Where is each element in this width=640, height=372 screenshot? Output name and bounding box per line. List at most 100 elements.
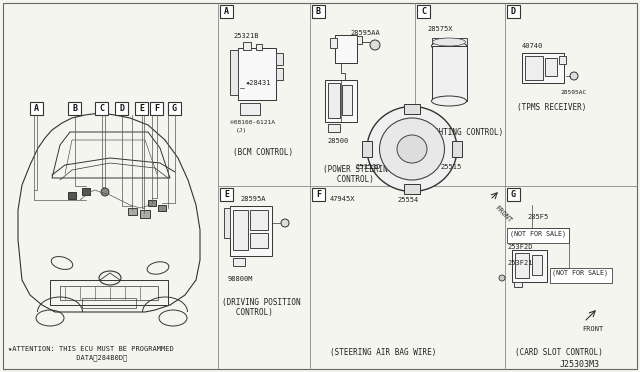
- Bar: [357, 36, 362, 44]
- Text: 253F2D: 253F2D: [507, 244, 532, 250]
- Text: 47945X: 47945X: [330, 196, 355, 202]
- Bar: [50, 280, 168, 305]
- Bar: [330, 38, 337, 48]
- Bar: [559, 56, 566, 64]
- Bar: [148, 200, 156, 206]
- Ellipse shape: [380, 118, 445, 180]
- Bar: [243, 42, 251, 50]
- Bar: [276, 53, 283, 65]
- Bar: [328, 83, 340, 118]
- Text: ★ATTENTION: THIS ECU MUST BE PROGRAMMED
     DATA（284B0D）: ★ATTENTION: THIS ECU MUST BE PROGRAMMED …: [8, 346, 173, 360]
- Bar: [507, 5, 520, 18]
- Bar: [256, 44, 262, 50]
- Text: J25303M3: J25303M3: [560, 360, 600, 369]
- Ellipse shape: [397, 135, 427, 163]
- Text: A: A: [34, 104, 39, 113]
- Bar: [224, 208, 230, 238]
- Text: 285F5: 285F5: [527, 214, 548, 220]
- Circle shape: [570, 72, 578, 80]
- Text: E: E: [139, 104, 144, 113]
- Bar: [335, 35, 357, 63]
- Bar: [158, 205, 166, 211]
- Ellipse shape: [433, 38, 465, 46]
- Bar: [362, 141, 372, 157]
- Bar: [507, 188, 520, 201]
- Bar: [115, 102, 128, 115]
- Text: 253F21: 253F21: [507, 260, 532, 266]
- Text: B: B: [72, 104, 77, 113]
- Text: (LIGHTING CONTROL): (LIGHTING CONTROL): [420, 128, 503, 137]
- Text: F: F: [316, 190, 321, 199]
- Text: 28595AC: 28595AC: [560, 90, 586, 95]
- Bar: [512, 250, 547, 282]
- Ellipse shape: [431, 96, 467, 106]
- Circle shape: [370, 40, 380, 50]
- Bar: [545, 58, 557, 76]
- Text: G: G: [172, 104, 177, 113]
- Bar: [250, 233, 268, 248]
- Text: (NOT FOR SALE): (NOT FOR SALE): [552, 270, 608, 276]
- Bar: [150, 102, 163, 115]
- Text: 28575X: 28575X: [427, 26, 452, 32]
- Text: (DRIVING POSITION
   CONTROL): (DRIVING POSITION CONTROL): [222, 298, 301, 317]
- Text: (STEERING AIR BAG WIRE): (STEERING AIR BAG WIRE): [330, 348, 436, 357]
- Bar: [82, 298, 136, 308]
- Bar: [312, 188, 325, 201]
- Text: A: A: [224, 7, 229, 16]
- Circle shape: [101, 188, 109, 196]
- Text: F: F: [154, 104, 159, 113]
- Bar: [220, 5, 233, 18]
- Bar: [250, 210, 268, 230]
- Bar: [404, 104, 420, 114]
- Bar: [60, 286, 158, 300]
- Text: B: B: [316, 7, 321, 16]
- Text: 28500: 28500: [327, 138, 348, 144]
- Bar: [525, 56, 543, 80]
- Text: 28595AA: 28595AA: [350, 30, 380, 36]
- Text: D: D: [511, 7, 516, 16]
- Bar: [68, 102, 81, 115]
- Text: 25515: 25515: [440, 164, 461, 170]
- Bar: [550, 268, 612, 283]
- Text: 25554: 25554: [397, 197, 419, 203]
- Bar: [238, 48, 276, 100]
- Bar: [276, 68, 283, 80]
- Circle shape: [281, 219, 289, 227]
- Bar: [230, 206, 272, 256]
- Text: ✦28431: ✦28431: [246, 80, 271, 86]
- Text: (BCM CONTROL): (BCM CONTROL): [233, 148, 293, 157]
- Text: (CARD SLOT CONTROL): (CARD SLOT CONTROL): [515, 348, 603, 357]
- Text: FRONT: FRONT: [494, 204, 513, 223]
- Bar: [30, 102, 43, 115]
- Bar: [135, 102, 148, 115]
- Bar: [233, 258, 245, 266]
- Bar: [82, 188, 90, 195]
- Bar: [140, 210, 150, 218]
- Circle shape: [499, 275, 505, 281]
- Text: C: C: [99, 104, 104, 113]
- Bar: [95, 102, 108, 115]
- Text: ®08160-6121A: ®08160-6121A: [230, 120, 275, 125]
- Bar: [522, 53, 564, 83]
- Bar: [404, 184, 420, 194]
- Bar: [515, 253, 529, 278]
- Bar: [507, 228, 569, 243]
- Ellipse shape: [431, 41, 467, 51]
- Text: 40740: 40740: [522, 43, 543, 49]
- Bar: [328, 124, 340, 132]
- Bar: [168, 102, 181, 115]
- Bar: [432, 46, 467, 101]
- Bar: [230, 50, 238, 95]
- Bar: [233, 210, 248, 250]
- Bar: [68, 192, 76, 199]
- Bar: [532, 255, 542, 275]
- Bar: [432, 38, 467, 46]
- Text: G: G: [511, 190, 516, 199]
- Text: 28595A: 28595A: [240, 196, 266, 202]
- Text: C: C: [421, 7, 426, 16]
- Text: (POWER STEERING
   CONTROL): (POWER STEERING CONTROL): [323, 165, 392, 185]
- Text: (NOT FOR SALE): (NOT FOR SALE): [510, 230, 566, 237]
- Text: D: D: [119, 104, 124, 113]
- Bar: [220, 188, 233, 201]
- Bar: [240, 103, 260, 115]
